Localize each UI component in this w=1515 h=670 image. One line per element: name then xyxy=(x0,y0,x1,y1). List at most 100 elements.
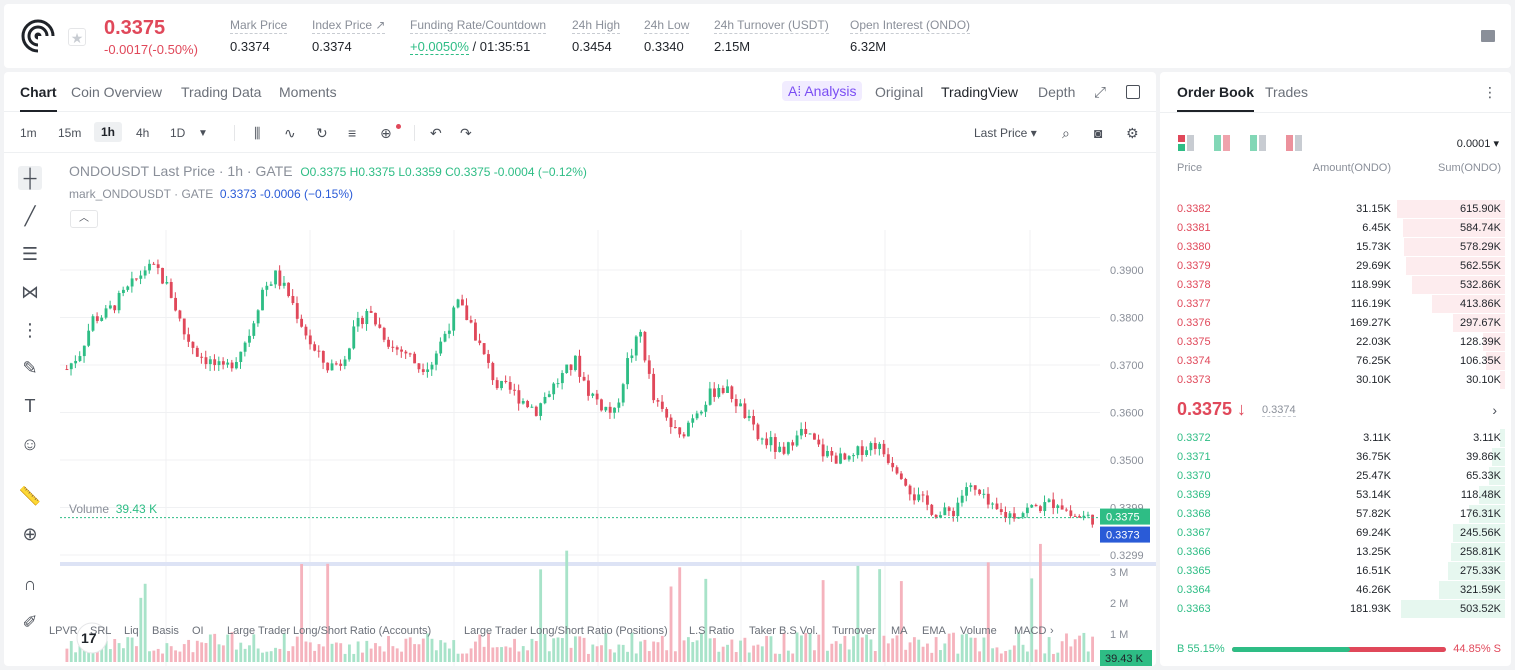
tab-trading-data[interactable]: Trading Data xyxy=(181,84,262,100)
interval-1d[interactable]: 1D xyxy=(170,126,186,140)
candle-body xyxy=(830,450,834,456)
ask-row[interactable]: 0.3380 15.73K 578.29K xyxy=(1160,238,1511,257)
ruler-icon[interactable]: 📏 xyxy=(18,486,42,506)
view-original[interactable]: Original xyxy=(875,84,924,100)
ask-row[interactable]: 0.3376 169.27K 297.67K xyxy=(1160,314,1511,333)
ask-row[interactable]: 0.3382 31.15K 615.90K xyxy=(1160,200,1511,219)
bid-row[interactable]: 0.3371 36.75K 39.86K xyxy=(1160,448,1511,467)
indicator-item[interactable]: MA xyxy=(891,625,908,637)
indicator-item[interactable]: Large Trader Long/Short Ratio (Positions… xyxy=(464,625,668,637)
indicator-item[interactable]: MACD xyxy=(1014,625,1047,637)
ask-row[interactable]: 0.3374 76.25K 106.35K xyxy=(1160,352,1511,371)
brush-icon[interactable]: ✎ xyxy=(22,358,38,378)
template-icon[interactable]: ≡ xyxy=(348,125,357,141)
view-depth[interactable]: Depth xyxy=(1038,84,1076,100)
more-icon[interactable]: ⋮ xyxy=(1483,84,1497,100)
ai-analysis-button[interactable]: A⁞ Analysis xyxy=(782,81,863,101)
bid-row[interactable]: 0.3368 57.82K 176.31K xyxy=(1160,505,1511,524)
expand-icon[interactable]: ⤢ xyxy=(1094,84,1107,101)
gear-icon[interactable]: ⚙ xyxy=(1126,125,1139,141)
indicator-item[interactable]: Liq xyxy=(124,625,139,637)
candle-body xyxy=(760,438,764,440)
indicator-item[interactable]: Basis xyxy=(152,625,179,637)
tab-order-book[interactable]: Order Book xyxy=(1177,84,1255,112)
crosshair-icon[interactable]: ┼ xyxy=(18,166,42,190)
text-icon[interactable]: T xyxy=(24,396,36,416)
book-icon[interactable] xyxy=(1481,30,1495,42)
undo-icon[interactable]: ↶ xyxy=(430,125,442,141)
bid-row[interactable]: 0.3364 46.26K 321.59K xyxy=(1160,581,1511,600)
tab-coin-overview[interactable]: Coin Overview xyxy=(71,84,163,100)
indicator-item[interactable]: Large Trader Long/Short Ratio (Accounts) xyxy=(227,625,432,637)
interval-1h[interactable]: 1h xyxy=(94,122,123,142)
candle-body xyxy=(113,305,117,311)
search-icon[interactable]: ⌕ xyxy=(1062,125,1070,141)
magnet-icon[interactable]: ∩ xyxy=(23,574,37,594)
window-icon[interactable] xyxy=(1126,85,1140,99)
refresh-icon[interactable]: ↻ xyxy=(316,125,328,141)
bid-row[interactable]: 0.3367 69.24K 245.56K xyxy=(1160,524,1511,543)
book-asks-icon[interactable] xyxy=(1214,135,1230,151)
stat-index-price[interactable]: Index Price ↗ 0.3374 xyxy=(312,18,386,54)
candle-type-icon[interactable]: ⫼ xyxy=(254,125,261,141)
header-amount: Amount(ONDO) xyxy=(1312,162,1391,174)
emoji-icon[interactable]: ☺ xyxy=(20,434,40,454)
depth-bar xyxy=(1453,314,1505,332)
precision-select[interactable]: 0.0001 ▾ xyxy=(1456,138,1499,150)
pencil-lock-icon[interactable]: ✐ xyxy=(22,612,38,632)
candle-body xyxy=(413,353,417,364)
horizontal-lines-icon[interactable]: ☰ xyxy=(21,244,39,264)
indicator-item[interactable]: L.S Ratio xyxy=(689,625,735,637)
bid-row[interactable]: 0.3366 13.25K 258.81K xyxy=(1160,543,1511,562)
ask-row[interactable]: 0.3375 22.03K 128.39K xyxy=(1160,333,1511,352)
price-type-select[interactable]: Last Price ▾ xyxy=(974,126,1037,140)
interval-4h[interactable]: 4h xyxy=(136,126,150,140)
ask-row[interactable]: 0.3373 30.10K 30.10K xyxy=(1160,371,1511,390)
indicator-item[interactable]: LPVR xyxy=(49,625,78,637)
indicators-icon[interactable]: ∿ xyxy=(284,125,296,141)
interval-1m[interactable]: 1m xyxy=(20,126,37,140)
indicator-item[interactable]: Taker B.S Vol. xyxy=(749,625,819,637)
bid-row[interactable]: 0.3369 53.14K 118.48K xyxy=(1160,486,1511,505)
tab-trades[interactable]: Trades xyxy=(1265,84,1309,100)
ask-row[interactable]: 0.3377 116.19K 413.86K xyxy=(1160,295,1511,314)
candle-body xyxy=(1086,514,1090,516)
indicator-item[interactable]: EMA xyxy=(922,625,946,637)
trendline-icon[interactable]: ╱ xyxy=(24,206,36,226)
ask-row[interactable]: 0.3378 118.99K 532.86K xyxy=(1160,276,1511,295)
fib-icon[interactable]: ⋮ xyxy=(21,320,39,340)
bid-row[interactable]: 0.3370 25.47K 65.33K xyxy=(1160,467,1511,486)
ask-row[interactable]: 0.3381 6.45K 584.74K xyxy=(1160,219,1511,238)
view-tradingview[interactable]: TradingView xyxy=(941,84,1019,100)
indicator-item[interactable]: Volume xyxy=(960,625,997,637)
tab-chart[interactable]: Chart xyxy=(20,84,57,112)
book-bids-icon[interactable] xyxy=(1250,135,1266,151)
zoom-in-icon[interactable]: ⊕ xyxy=(22,524,38,544)
interval-dropdown-icon[interactable]: ▼ xyxy=(198,128,208,139)
indicator-item[interactable]: Turnover xyxy=(832,625,876,637)
divider xyxy=(414,125,415,141)
chevron-right-icon[interactable]: › xyxy=(1492,402,1497,418)
bid-row[interactable]: 0.3372 3.11K 3.11K xyxy=(1160,429,1511,448)
candlestick-chart[interactable]: 0.39000.38000.37000.36000.35000.33990.32… xyxy=(60,154,1156,666)
book-sells-icon[interactable] xyxy=(1286,135,1302,151)
candle-body xyxy=(747,416,751,419)
redo-icon[interactable]: ↷ xyxy=(460,125,472,141)
favorite-star-icon[interactable]: ★ xyxy=(68,28,86,46)
interval-15m[interactable]: 15m xyxy=(58,126,82,140)
book-both-icon[interactable] xyxy=(1178,135,1194,151)
camera-icon[interactable]: ◙ xyxy=(1094,125,1103,141)
volume-bar xyxy=(600,645,603,662)
bid-row[interactable]: 0.3363 181.93K 503.52K xyxy=(1160,600,1511,619)
add-indicator-icon[interactable]: ⊕ xyxy=(380,125,392,141)
tab-moments[interactable]: Moments xyxy=(279,84,337,100)
collapse-legend-button[interactable]: ︿ xyxy=(70,210,98,228)
pattern-icon[interactable]: ⋈ xyxy=(21,282,39,302)
candle-body xyxy=(526,401,530,408)
indicator-scroll-icon[interactable]: › xyxy=(1050,625,1054,637)
volume-bar xyxy=(391,646,395,662)
indicator-item[interactable]: OI xyxy=(192,625,204,637)
ask-row[interactable]: 0.3379 29.69K 562.55K xyxy=(1160,257,1511,276)
indicator-item[interactable]: SRL xyxy=(90,625,112,637)
bid-row[interactable]: 0.3365 16.51K 275.33K xyxy=(1160,562,1511,581)
